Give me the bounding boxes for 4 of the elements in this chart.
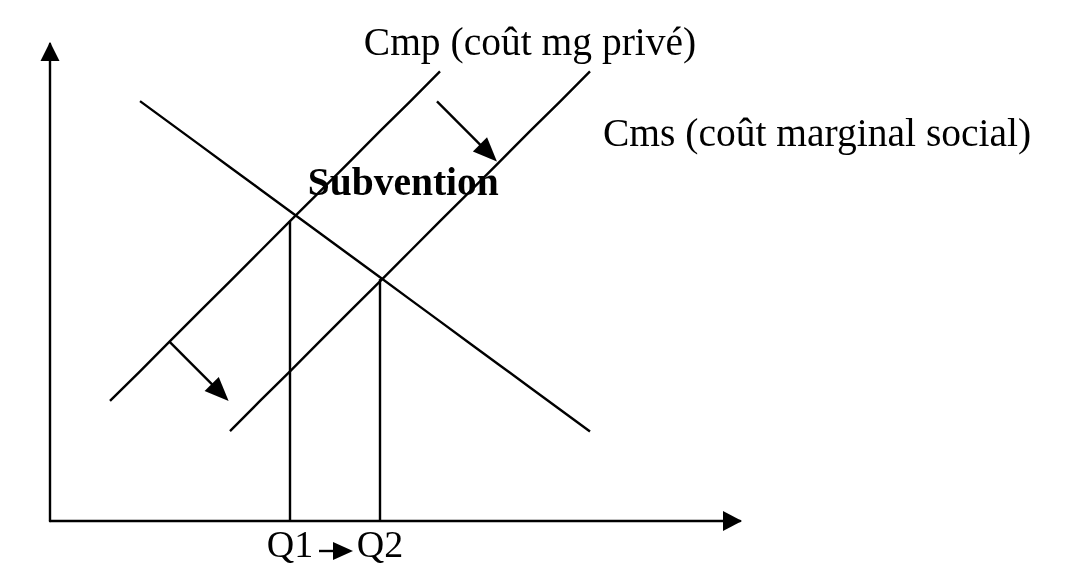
series-label: Cmp (coût mg privé) <box>363 20 697 65</box>
x-tick-label: Q1 <box>266 523 314 565</box>
series-label: Cms (coût marginal social) <box>603 111 1032 156</box>
x-tick-label: Q2 <box>356 523 404 565</box>
